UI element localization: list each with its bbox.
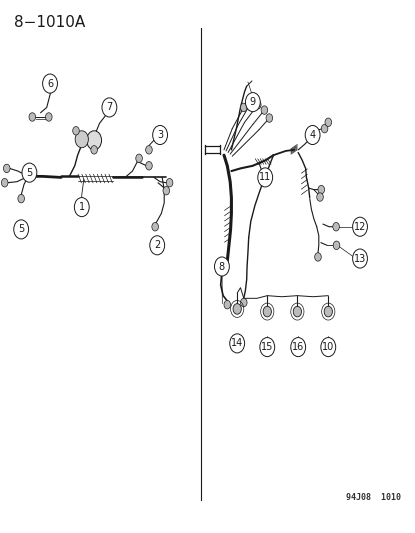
Circle shape bbox=[333, 222, 339, 231]
Circle shape bbox=[18, 195, 24, 203]
Circle shape bbox=[46, 113, 52, 121]
Circle shape bbox=[1, 179, 8, 187]
Circle shape bbox=[233, 304, 241, 314]
Text: 15: 15 bbox=[261, 342, 273, 352]
Circle shape bbox=[321, 337, 336, 357]
Circle shape bbox=[263, 306, 271, 317]
Circle shape bbox=[102, 98, 117, 117]
Text: 6: 6 bbox=[47, 78, 53, 88]
Text: 8: 8 bbox=[219, 262, 225, 271]
Circle shape bbox=[262, 176, 269, 185]
Text: 4: 4 bbox=[310, 130, 316, 140]
Text: 9: 9 bbox=[250, 97, 256, 107]
Circle shape bbox=[152, 222, 159, 231]
Circle shape bbox=[261, 106, 268, 114]
Circle shape bbox=[230, 334, 244, 353]
Circle shape bbox=[321, 124, 328, 133]
Circle shape bbox=[353, 217, 367, 236]
Circle shape bbox=[224, 301, 231, 309]
Circle shape bbox=[74, 198, 89, 216]
Circle shape bbox=[258, 168, 273, 187]
Circle shape bbox=[324, 306, 332, 317]
Circle shape bbox=[215, 257, 229, 276]
Circle shape bbox=[3, 164, 10, 173]
Text: 13: 13 bbox=[354, 254, 366, 263]
Circle shape bbox=[153, 125, 168, 144]
Circle shape bbox=[240, 298, 247, 307]
Text: 10: 10 bbox=[322, 342, 334, 352]
Circle shape bbox=[150, 236, 165, 255]
Circle shape bbox=[166, 179, 173, 187]
Circle shape bbox=[305, 125, 320, 144]
Circle shape bbox=[291, 337, 305, 357]
Circle shape bbox=[29, 113, 36, 121]
Text: 8−1010A: 8−1010A bbox=[14, 14, 85, 30]
Text: 94J08  1010: 94J08 1010 bbox=[346, 494, 401, 503]
Text: 11: 11 bbox=[259, 172, 271, 182]
Circle shape bbox=[43, 74, 57, 93]
Circle shape bbox=[87, 131, 102, 150]
Circle shape bbox=[14, 220, 29, 239]
Text: 2: 2 bbox=[154, 240, 160, 251]
Circle shape bbox=[163, 187, 170, 195]
Text: 5: 5 bbox=[26, 168, 32, 177]
Circle shape bbox=[91, 146, 98, 154]
Circle shape bbox=[254, 101, 261, 109]
Text: 16: 16 bbox=[292, 342, 304, 352]
Circle shape bbox=[22, 163, 37, 182]
Circle shape bbox=[136, 154, 142, 163]
Circle shape bbox=[240, 103, 247, 112]
Text: 3: 3 bbox=[157, 130, 163, 140]
Circle shape bbox=[333, 241, 340, 249]
Circle shape bbox=[75, 131, 88, 148]
Circle shape bbox=[315, 253, 321, 261]
Circle shape bbox=[293, 306, 301, 317]
Circle shape bbox=[266, 114, 273, 122]
Text: 7: 7 bbox=[106, 102, 112, 112]
Circle shape bbox=[325, 118, 332, 126]
Text: 1: 1 bbox=[79, 202, 85, 212]
Circle shape bbox=[318, 185, 325, 194]
Circle shape bbox=[247, 99, 254, 108]
Text: 14: 14 bbox=[231, 338, 243, 349]
Circle shape bbox=[146, 146, 152, 154]
Text: 12: 12 bbox=[354, 222, 366, 232]
Text: 5: 5 bbox=[18, 224, 24, 235]
Circle shape bbox=[146, 161, 152, 170]
Circle shape bbox=[317, 193, 323, 201]
Circle shape bbox=[260, 337, 275, 357]
Circle shape bbox=[73, 126, 79, 135]
Circle shape bbox=[353, 249, 367, 268]
Circle shape bbox=[245, 93, 260, 112]
